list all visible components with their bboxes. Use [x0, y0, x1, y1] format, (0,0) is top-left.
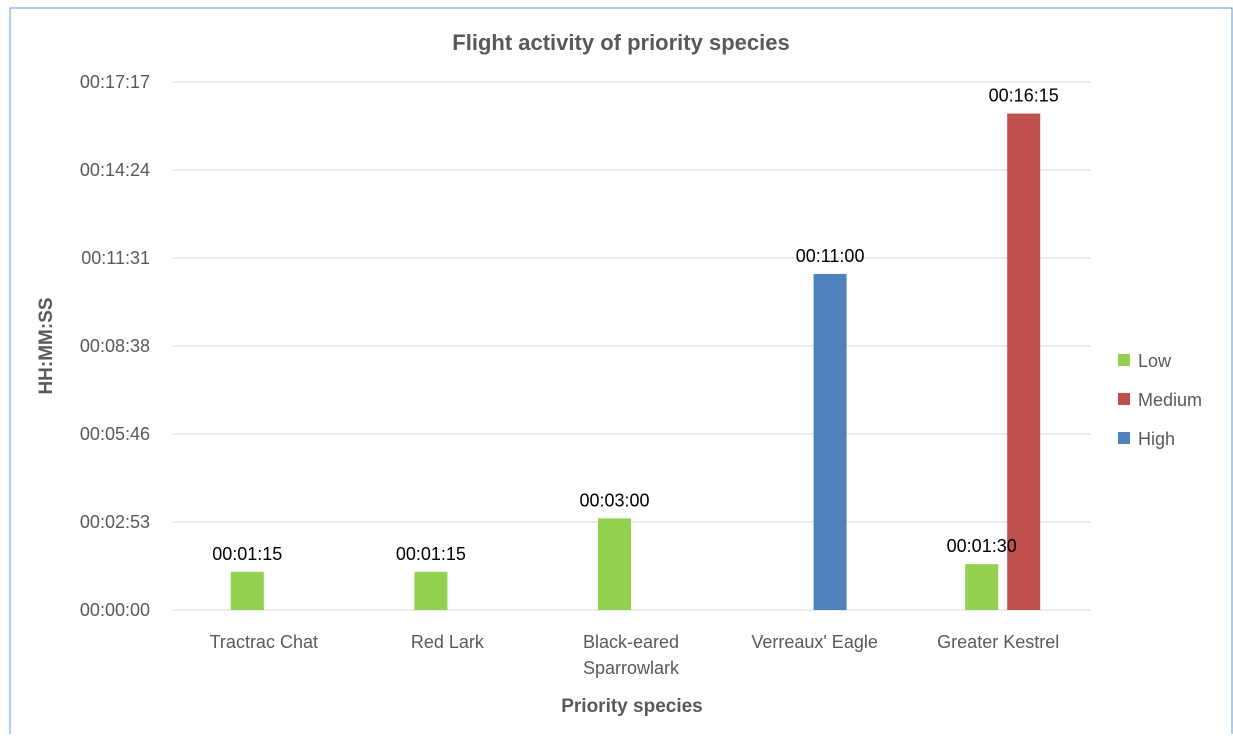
x-tick-label: Tractrac Chat — [210, 632, 318, 652]
bar-medium — [1007, 113, 1041, 610]
data-label: 00:03:00 — [579, 490, 649, 510]
data-label: 00:01:15 — [396, 544, 466, 564]
x-tick-label: Red Lark — [411, 632, 485, 652]
chart-title: Flight activity of priority species — [452, 30, 789, 55]
legend-swatch-low — [1118, 354, 1130, 366]
y-tick-label: 00:17:17 — [80, 72, 150, 92]
x-tick-label: Verreaux' Eagle — [751, 632, 878, 652]
bars — [230, 113, 1041, 610]
data-label: 00:11:00 — [796, 246, 865, 266]
bar-low — [230, 571, 264, 610]
gridlines — [172, 81, 1090, 611]
y-tick-label: 00:08:38 — [80, 336, 150, 356]
y-tick-label: 00:02:53 — [80, 512, 150, 532]
data-label: 00:16:15 — [989, 86, 1059, 106]
legend-label-low: Low — [1138, 351, 1172, 371]
legend-label-high: High — [1138, 429, 1175, 449]
bar-low — [598, 518, 631, 610]
bar-low — [965, 564, 999, 610]
x-tick-labels: Tractrac Chat Red Lark Black-eared Sparrowl… — [210, 632, 1060, 678]
y-axis-title: HH:MM:SS — [36, 297, 57, 394]
x-axis-title: Priority species — [561, 696, 703, 717]
y-tick-label: 00:11:31 — [81, 248, 150, 268]
y-tick-label: 00:00:00 — [80, 600, 150, 620]
legend-label-medium: Medium — [1138, 390, 1202, 410]
legend-swatch-medium — [1118, 393, 1130, 405]
x-tick-label: Sparrowlark — [583, 658, 680, 678]
bar-high — [813, 273, 847, 610]
y-tick-label: 00:05:46 — [80, 424, 150, 444]
data-label: 00:01:30 — [947, 536, 1017, 556]
data-labels: 00:01:15 00:01:15 00:03:00 00:01:30 00:16:15… — [212, 86, 1058, 564]
bar-low — [414, 571, 448, 610]
y-tick-label: 00:14:24 — [80, 160, 150, 180]
legend: Low Medium High — [1118, 351, 1202, 449]
data-label: 00:01:15 — [212, 544, 282, 564]
x-tick-label: Greater Kestrel — [937, 632, 1059, 652]
x-tick-label: Black-eared — [583, 632, 679, 652]
legend-swatch-high — [1118, 432, 1130, 444]
chart-frame — [9, 7, 1233, 739]
y-tick-labels: 00:00:00 00:02:53 00:05:46 00:08:38 00:11:31… — [80, 72, 150, 620]
